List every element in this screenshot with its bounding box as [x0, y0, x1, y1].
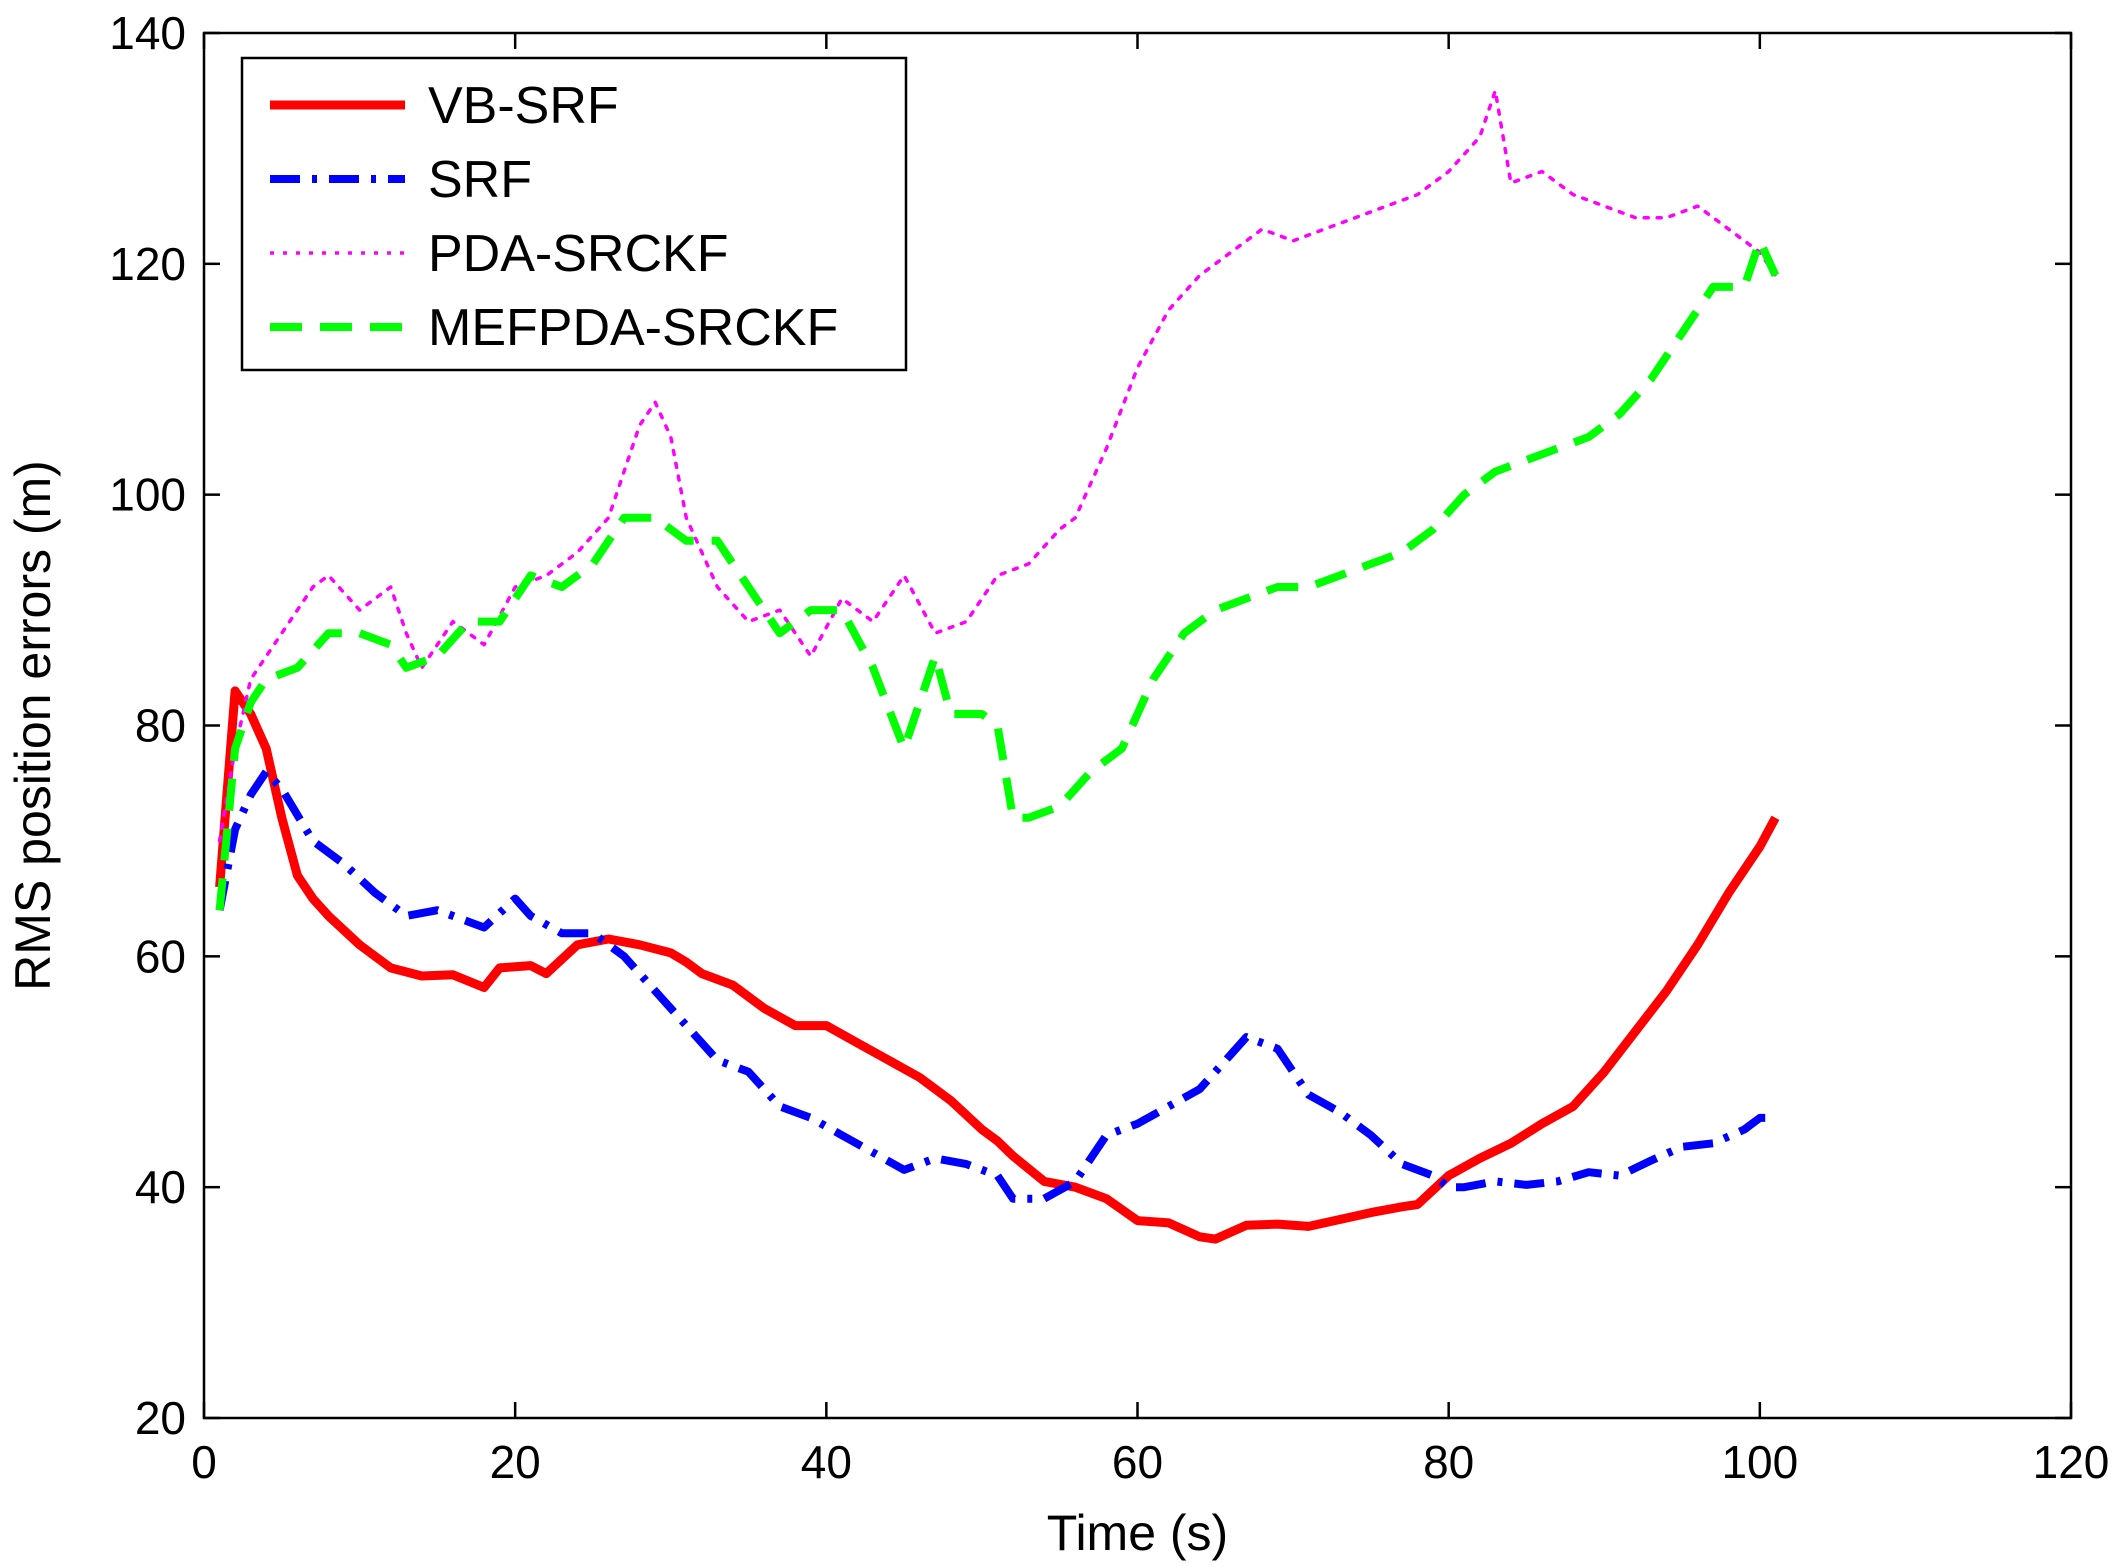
legend-label: PDA-SRCKF — [428, 225, 728, 283]
series-srf — [215, 767, 1776, 1203]
x-tick-label: 100 — [1721, 1436, 1798, 1488]
legend: VB-SRF SRF PDA-SRCKF MEFPDA-SRCKF — [240, 56, 908, 372]
series-pda-srckf — [217, 88, 1778, 843]
series-line-pda-srckf — [217, 88, 1778, 843]
legend-label: VB-SRF — [428, 77, 619, 135]
legend-item: VB-SRF — [270, 77, 619, 135]
series-layer — [215, 88, 1780, 1244]
x-tick-label: 60 — [1112, 1436, 1163, 1488]
series-line-mefpda-srckf — [215, 236, 1780, 911]
legend-items: VB-SRF SRF PDA-SRCKF MEFPDA-SRCKF — [270, 77, 838, 357]
x-tick-label: 0 — [191, 1436, 217, 1488]
x-tick-label: 80 — [1423, 1436, 1474, 1488]
series-mefpda-srckf — [215, 236, 1780, 911]
x-tick-label: 120 — [2033, 1436, 2110, 1488]
y-tick-label: 20 — [135, 1392, 186, 1444]
series-vb-srf — [215, 686, 1780, 1244]
y-axis-title: RMS position errors (m) — [5, 460, 61, 991]
legend-label: MEFPDA-SRCKF — [428, 299, 838, 357]
series-line-srf — [215, 767, 1776, 1203]
x-tick-label: 20 — [490, 1436, 541, 1488]
y-tick-label: 100 — [109, 469, 186, 521]
y-tick-label: 60 — [135, 930, 186, 982]
x-tick-label: 40 — [801, 1436, 852, 1488]
y-tick-label: 80 — [135, 700, 186, 752]
legend-box — [240, 56, 908, 372]
legend-label: SRF — [428, 151, 532, 209]
series-line-vb-srf — [215, 686, 1780, 1244]
x-axis-title: Time (s) — [1047, 1505, 1228, 1561]
y-tick-label: 140 — [109, 7, 186, 59]
legend-item: PDA-SRCKF — [270, 225, 728, 283]
legend-item: SRF — [270, 151, 532, 209]
y-tick-label: 40 — [135, 1161, 186, 1213]
y-tick-label: 120 — [109, 238, 186, 290]
legend-item: MEFPDA-SRCKF — [270, 299, 838, 357]
